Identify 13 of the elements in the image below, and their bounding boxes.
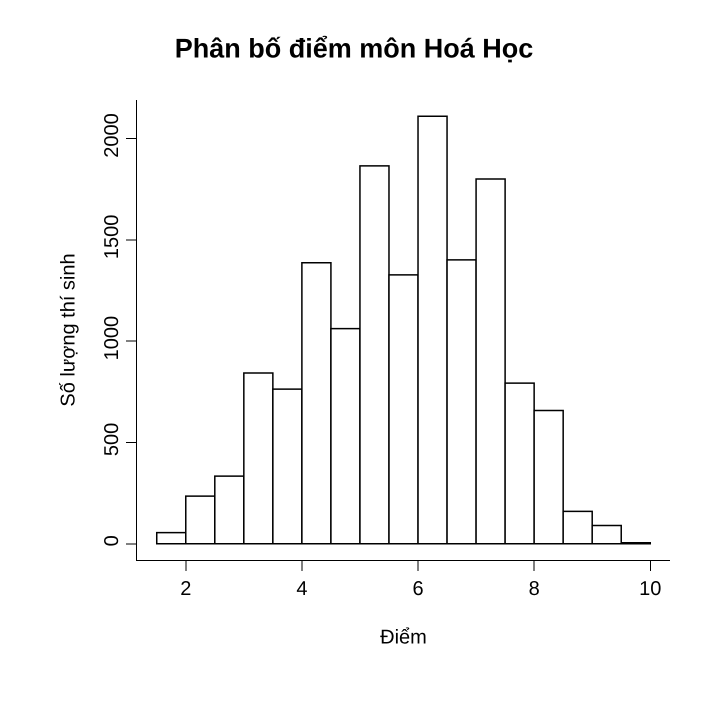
x-axis-title: Điểm [380,626,427,648]
x-tick-label: 8 [528,578,540,600]
chart-title: Phân bố điểm môn Hoá Học [174,34,534,64]
x-tick-label: 2 [180,578,192,600]
x-tick-label: 6 [412,578,424,600]
y-tick-label: 2000 [101,113,123,158]
y-tick-label: 0 [101,535,123,546]
x-tick-label: 10 [639,578,662,600]
y-tick-label: 1500 [101,214,123,260]
y-tick-label: 500 [101,422,123,456]
y-axis-title: Số lượng thí sinh [58,253,80,407]
x-tick-label: 4 [296,578,308,600]
y-tick-label: 1000 [101,316,123,360]
